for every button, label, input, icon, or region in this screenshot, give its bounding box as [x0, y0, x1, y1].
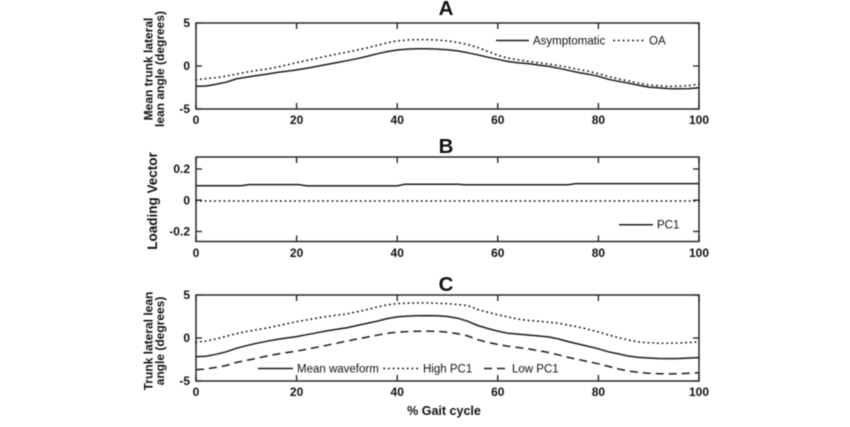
- svg-text:lean angle (degrees): lean angle (degrees): [153, 11, 167, 127]
- svg-text:C: C: [439, 273, 454, 296]
- svg-text:60: 60: [491, 113, 505, 127]
- svg-text:Low PC1: Low PC1: [512, 364, 559, 376]
- svg-text:100: 100: [689, 246, 709, 260]
- svg-text:Loading Vector: Loading Vector: [145, 151, 160, 249]
- svg-text:20: 20: [290, 385, 304, 399]
- svg-text:angle (degrees): angle (degrees): [153, 297, 167, 386]
- svg-text:High PC1: High PC1: [423, 364, 472, 376]
- svg-text:OA: OA: [649, 36, 666, 48]
- svg-text:20: 20: [290, 113, 304, 127]
- svg-text:0: 0: [193, 246, 200, 260]
- svg-text:60: 60: [491, 246, 505, 260]
- svg-text:B: B: [439, 135, 454, 158]
- svg-text:80: 80: [592, 246, 606, 260]
- svg-text:Mean trunk lateral: Mean trunk lateral: [141, 18, 155, 121]
- svg-text:-0.2: -0.2: [169, 225, 190, 239]
- svg-text:0: 0: [193, 385, 200, 399]
- svg-text:80: 80: [592, 113, 606, 127]
- svg-text:40: 40: [391, 385, 405, 399]
- svg-text:5: 5: [183, 16, 190, 30]
- svg-text:0: 0: [183, 59, 190, 73]
- svg-text:% Gait cycle: % Gait cycle: [407, 404, 481, 418]
- svg-text:0: 0: [183, 331, 190, 345]
- svg-text:40: 40: [391, 113, 405, 127]
- svg-text:PC1: PC1: [657, 220, 679, 232]
- svg-text:Mean waveform: Mean waveform: [297, 364, 379, 376]
- svg-text:Asymptomatic: Asymptomatic: [533, 36, 605, 48]
- svg-text:20: 20: [290, 246, 304, 260]
- svg-text:-5: -5: [179, 374, 190, 388]
- svg-text:0: 0: [193, 113, 200, 127]
- svg-text:-5: -5: [179, 102, 190, 116]
- svg-text:A: A: [439, 0, 454, 20]
- svg-text:0: 0: [183, 193, 190, 207]
- svg-text:100: 100: [689, 113, 709, 127]
- svg-text:40: 40: [391, 246, 405, 260]
- svg-text:80: 80: [592, 385, 606, 399]
- svg-text:5: 5: [183, 288, 190, 302]
- svg-text:0.2: 0.2: [173, 162, 190, 176]
- svg-text:100: 100: [689, 385, 709, 399]
- svg-text:60: 60: [491, 385, 505, 399]
- svg-text:Trunk lateral lean: Trunk lateral lean: [141, 292, 155, 391]
